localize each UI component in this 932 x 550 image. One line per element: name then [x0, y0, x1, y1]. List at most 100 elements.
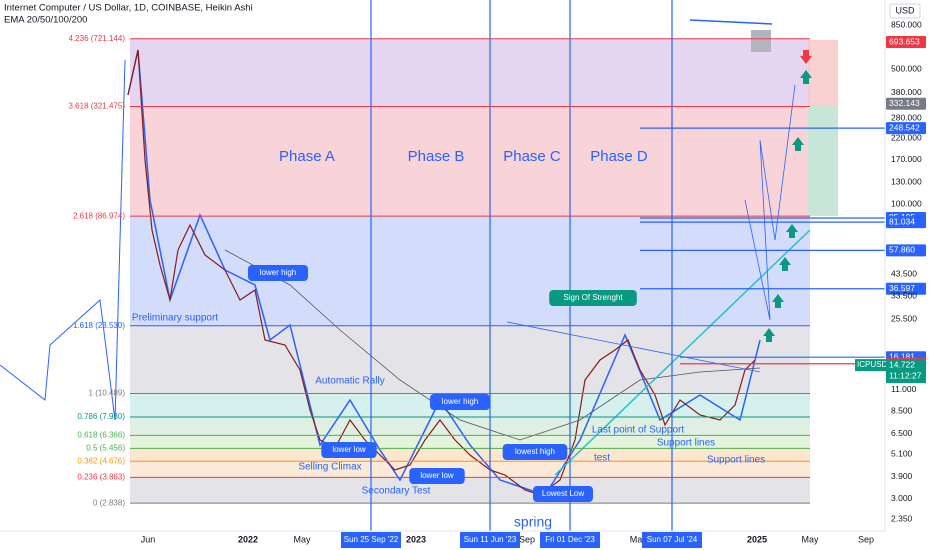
time-tick-label: 2025	[747, 534, 767, 544]
price-tag	[886, 36, 926, 49]
phase-label: Phase B	[408, 148, 465, 165]
ticker-price: 14.722	[889, 359, 915, 369]
annotation-box	[409, 468, 465, 484]
target-box	[808, 105, 838, 216]
price-tag-label: 57.860	[889, 245, 915, 255]
trend-line	[689, 19, 773, 25]
price-axis	[885, 0, 932, 550]
chart-title: Internet Computer / US Dollar, 1D, COINB…	[4, 3, 253, 14]
annotation: Support lines	[657, 438, 715, 449]
ticker-symbol: ICPUSD	[857, 360, 887, 369]
price-candles	[127, 49, 756, 496]
annotation: lowest high	[515, 447, 555, 456]
time-tick-label: Ma	[630, 534, 643, 544]
time-highlight-label: Sun 07 Jul '24	[647, 535, 698, 544]
fib-label: 0.382 (4.676)	[77, 456, 125, 465]
ticker-price-box	[886, 359, 926, 384]
phase-label: Phase A	[279, 148, 335, 165]
annotation-box	[430, 394, 490, 410]
price-tick-label: 170.000	[891, 154, 922, 164]
fib-label: 0.786 (7.930)	[77, 412, 125, 421]
fib-zone	[130, 216, 810, 326]
phase-label: Phase D	[590, 148, 648, 165]
time-tick-label: Jun	[141, 534, 156, 544]
time-highlight	[341, 532, 401, 548]
currency-button[interactable]	[889, 3, 921, 19]
ticker-countdown: 11:12:27	[889, 370, 922, 380]
price-tag-label: 36.597	[889, 283, 915, 293]
price-tag-label: 332.143	[889, 98, 920, 108]
price-tick-label: 850.000	[891, 19, 922, 29]
annotation-box	[533, 486, 593, 502]
fib-label: 3.618 (321.475)	[69, 102, 126, 111]
price-tick-label: 43.500	[891, 269, 917, 279]
time-tick-label: May	[801, 534, 819, 544]
time-highlight	[460, 532, 520, 548]
price-tick-label: 3.000	[891, 493, 913, 503]
price-tag-label: 16.181	[889, 351, 915, 361]
time-tick-label: 2022	[238, 534, 258, 544]
annotation-box	[549, 290, 637, 306]
price-tick-label: 100.000	[891, 199, 922, 209]
price-tag-label: 248.542	[889, 122, 920, 132]
time-highlight	[642, 532, 702, 548]
fib-zone	[130, 435, 810, 449]
annotation: Secondary Test	[362, 486, 431, 497]
annotation: Sign Of Strenght	[563, 293, 623, 302]
indicator-label: EMA 20/50/100/200	[4, 15, 87, 26]
time-highlight-label: Sun 25 Sep '22	[344, 535, 399, 544]
price-tick-label: 380.000	[891, 87, 922, 97]
fib-label: 0.5 (5.456)	[86, 443, 125, 452]
currency[interactable]: USD	[895, 5, 915, 15]
time-highlight-label: Fri 01 Dec '23	[545, 535, 595, 544]
time-highlight	[540, 532, 600, 548]
price-tag	[886, 282, 926, 295]
fib-label: 2.618 (86.974)	[73, 211, 125, 220]
fib-label: 1.618 (23.530)	[73, 321, 125, 330]
fib-zone	[130, 461, 810, 478]
price-tag	[886, 216, 926, 229]
annotation: lower low	[332, 445, 366, 454]
time-tick-label: 2023	[406, 534, 426, 544]
annotation: Preliminary support	[132, 313, 218, 324]
fib-zone	[130, 417, 810, 436]
fib-label: 1 (10.489)	[89, 389, 126, 398]
wave-lines	[127, 49, 761, 496]
time-tick-label: May	[293, 534, 311, 544]
annotation: lower low	[420, 471, 454, 480]
annotation-box	[321, 442, 377, 458]
phase-label: Phase C	[503, 148, 561, 165]
projection-line	[744, 84, 796, 321]
fib-zone	[130, 106, 810, 217]
up-arrows	[763, 70, 812, 342]
annotation: test	[594, 453, 610, 464]
price-tick-label: 25.500	[891, 313, 917, 323]
time-highlight-label: Sun 11 Jun '23	[464, 535, 517, 544]
price-tag	[886, 122, 926, 135]
annotation: spring	[514, 514, 552, 530]
time-tick-label: Sep	[858, 534, 874, 544]
fib-label: 0.618 (6.366)	[77, 431, 125, 440]
price-tick-label: 8.500	[891, 405, 913, 415]
fib-zone	[130, 325, 810, 394]
price-tick-label: 11.000	[891, 384, 917, 394]
price-tick-label: 220.000	[891, 133, 922, 143]
price-tag-label: 81.034	[889, 216, 915, 226]
fib-label: 0 (2.838)	[93, 498, 125, 507]
price-tag	[886, 97, 926, 110]
price-tag-label: 693.653	[889, 36, 920, 46]
price-tag	[886, 244, 926, 257]
annotation: Last point of Support	[592, 425, 685, 436]
price-tick-label: 500.000	[891, 64, 922, 74]
price-tick-label: 5.100	[891, 448, 913, 458]
annotation: lower high	[260, 268, 296, 277]
price-tick-label: 280.000	[891, 112, 922, 122]
annotation: Support lines	[707, 455, 765, 466]
time-tick-label: Sep	[519, 534, 535, 544]
price-tick-label: 2.350	[891, 513, 913, 523]
price-tick-label: 6.500	[891, 428, 913, 438]
price-tick-label: 33.500	[891, 290, 917, 300]
annotation: lower high	[442, 397, 478, 406]
fib-label: 4.236 (721.144)	[69, 34, 126, 43]
